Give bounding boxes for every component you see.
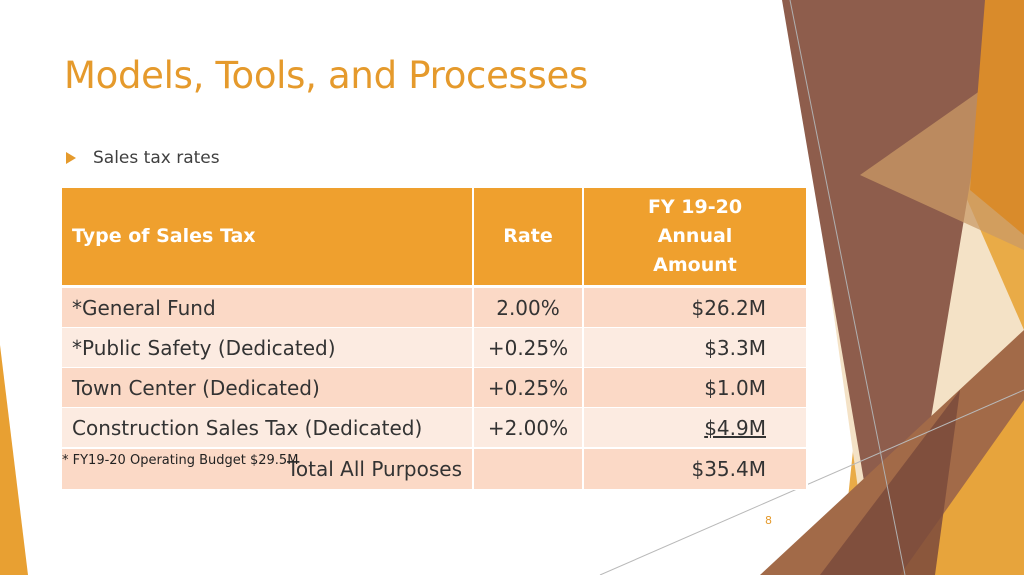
cell-rate: +0.25% [473, 367, 584, 408]
cell-type: *Public Safety (Dedicated) [62, 327, 474, 368]
cell-amount: $3.3M [583, 327, 808, 368]
cell-amount: $1.0M [583, 367, 808, 408]
cell-amount: $26.2M [583, 286, 808, 328]
deco-thin-line [599, 389, 1024, 575]
total-amount: $35.4M [583, 447, 808, 490]
slide-title: Models, Tools, and Processes [64, 54, 588, 97]
cell-type: Construction Sales Tax (Dedicated) [62, 407, 474, 449]
cell-rate: 2.00% [473, 286, 584, 328]
table-header-row: Type of Sales Tax Rate FY 19-20 Annual A… [62, 188, 808, 288]
bullet-item: Sales tax rates [66, 148, 220, 168]
total-rate [473, 447, 584, 490]
table-row: Construction Sales Tax (Dedicated) +2.00… [62, 407, 808, 449]
deco-thin-line-2 [789, 0, 906, 575]
cell-amount: $4.9M [583, 407, 808, 449]
footnote: * FY19-20 Operating Budget $29.5M [62, 453, 299, 468]
table-total-row: Total All Purposes $35.4M [62, 447, 808, 490]
header-rate: Rate [473, 188, 584, 288]
bullet-text: Sales tax rates [93, 148, 220, 168]
triangle-bullet-icon [66, 152, 76, 164]
table-row: Town Center (Dedicated) +0.25% $1.0M [62, 367, 808, 408]
header-amount-line-3: Amount [653, 254, 737, 276]
cell-rate: +2.00% [473, 407, 584, 449]
header-amount: FY 19-20 Annual Amount [583, 188, 808, 288]
slide-number: 8 [765, 514, 772, 527]
header-type: Type of Sales Tax [62, 188, 474, 288]
deco-left-sliver [0, 345, 28, 575]
table-row: *Public Safety (Dedicated) +0.25% $3.3M [62, 327, 808, 368]
total-label: Total All Purposes [62, 447, 474, 490]
sales-tax-table: Type of Sales Tax Rate FY 19-20 Annual A… [62, 188, 808, 490]
header-amount-line-2: Annual [657, 225, 733, 247]
cell-rate: +0.25% [473, 327, 584, 368]
deco-bottom-brown [820, 390, 960, 575]
deco-orange-right [970, 0, 1024, 235]
header-amount-line-1: FY 19-20 [647, 196, 743, 218]
cell-type: Town Center (Dedicated) [62, 367, 474, 408]
cell-type: *General Fund [62, 286, 474, 328]
table-row: *General Fund 2.00% $26.2M [62, 286, 808, 328]
